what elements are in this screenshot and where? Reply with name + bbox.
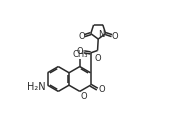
Text: N: N — [99, 30, 105, 39]
Text: H₂N: H₂N — [27, 82, 46, 92]
Text: O: O — [77, 47, 83, 56]
Text: O: O — [94, 54, 101, 63]
Text: O: O — [81, 92, 87, 102]
Text: O: O — [78, 32, 85, 41]
Text: O: O — [112, 32, 118, 41]
Text: CH₃: CH₃ — [72, 50, 87, 59]
Text: O: O — [98, 85, 105, 94]
